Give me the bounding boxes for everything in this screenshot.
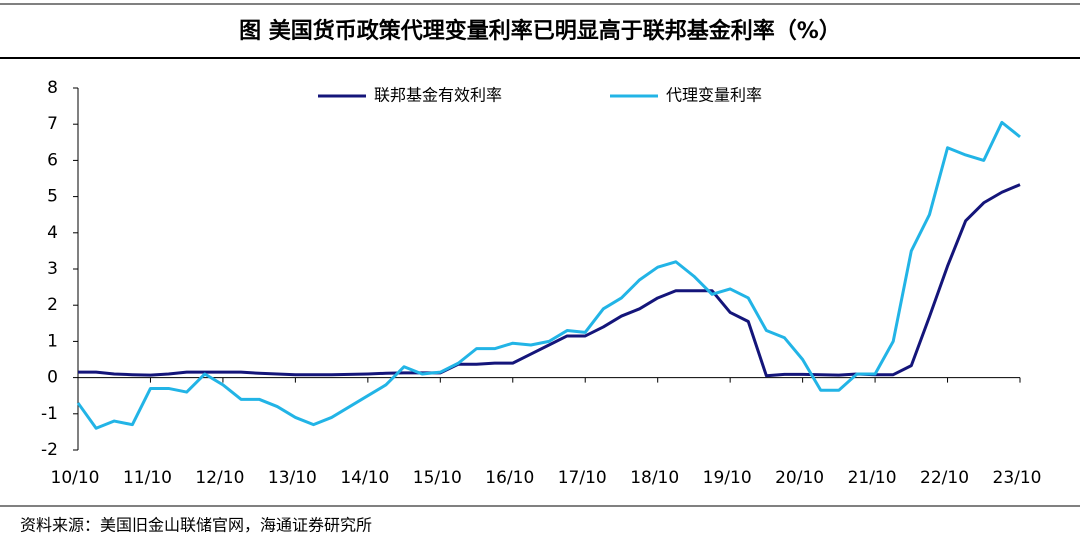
- y-tick-label: 1: [47, 331, 58, 351]
- x-tick-label: 23/10: [993, 468, 1042, 488]
- y-tick-label: 5: [47, 187, 58, 207]
- y-tick-label: 6: [47, 150, 58, 170]
- x-tick-label: 10/10: [51, 468, 100, 488]
- line-series: [78, 183, 1021, 378]
- line-series: [76, 120, 1021, 430]
- x-tick-label: 13/10: [268, 468, 317, 488]
- x-tick-label: 19/10: [703, 468, 752, 488]
- x-tick-label: 15/10: [413, 468, 462, 488]
- legend-label: 代理变量利率: [666, 86, 762, 105]
- y-tick-label: 2: [47, 295, 58, 315]
- y-tick-label: -1: [41, 404, 58, 424]
- y-tick-label: 4: [47, 223, 58, 243]
- x-tick-label: 16/10: [485, 468, 534, 488]
- x-tick-label: 12/10: [195, 468, 244, 488]
- source-note: 资料来源：美国旧金山联储官网，海通证券研究所: [20, 516, 372, 535]
- y-tick-label: -2: [41, 440, 58, 460]
- y-tick-label: 3: [47, 259, 58, 279]
- x-tick-label: 11/10: [123, 468, 172, 488]
- y-tick-label: 0: [47, 368, 58, 388]
- y-tick-label: 7: [47, 114, 58, 134]
- x-tick-label: 17/10: [558, 468, 607, 488]
- legend-label: 联邦基金有效利率: [374, 86, 502, 105]
- x-tick-label: 14/10: [340, 468, 389, 488]
- x-tick-label: 22/10: [920, 468, 969, 488]
- chart-title: 图 美国货币政策代理变量利率已明显高于联邦基金利率（%）: [239, 18, 841, 44]
- x-tick-label: 18/10: [630, 468, 679, 488]
- y-tick-label: 8: [47, 78, 58, 98]
- x-tick-label: 20/10: [775, 468, 824, 488]
- x-tick-label: 21/10: [848, 468, 897, 488]
